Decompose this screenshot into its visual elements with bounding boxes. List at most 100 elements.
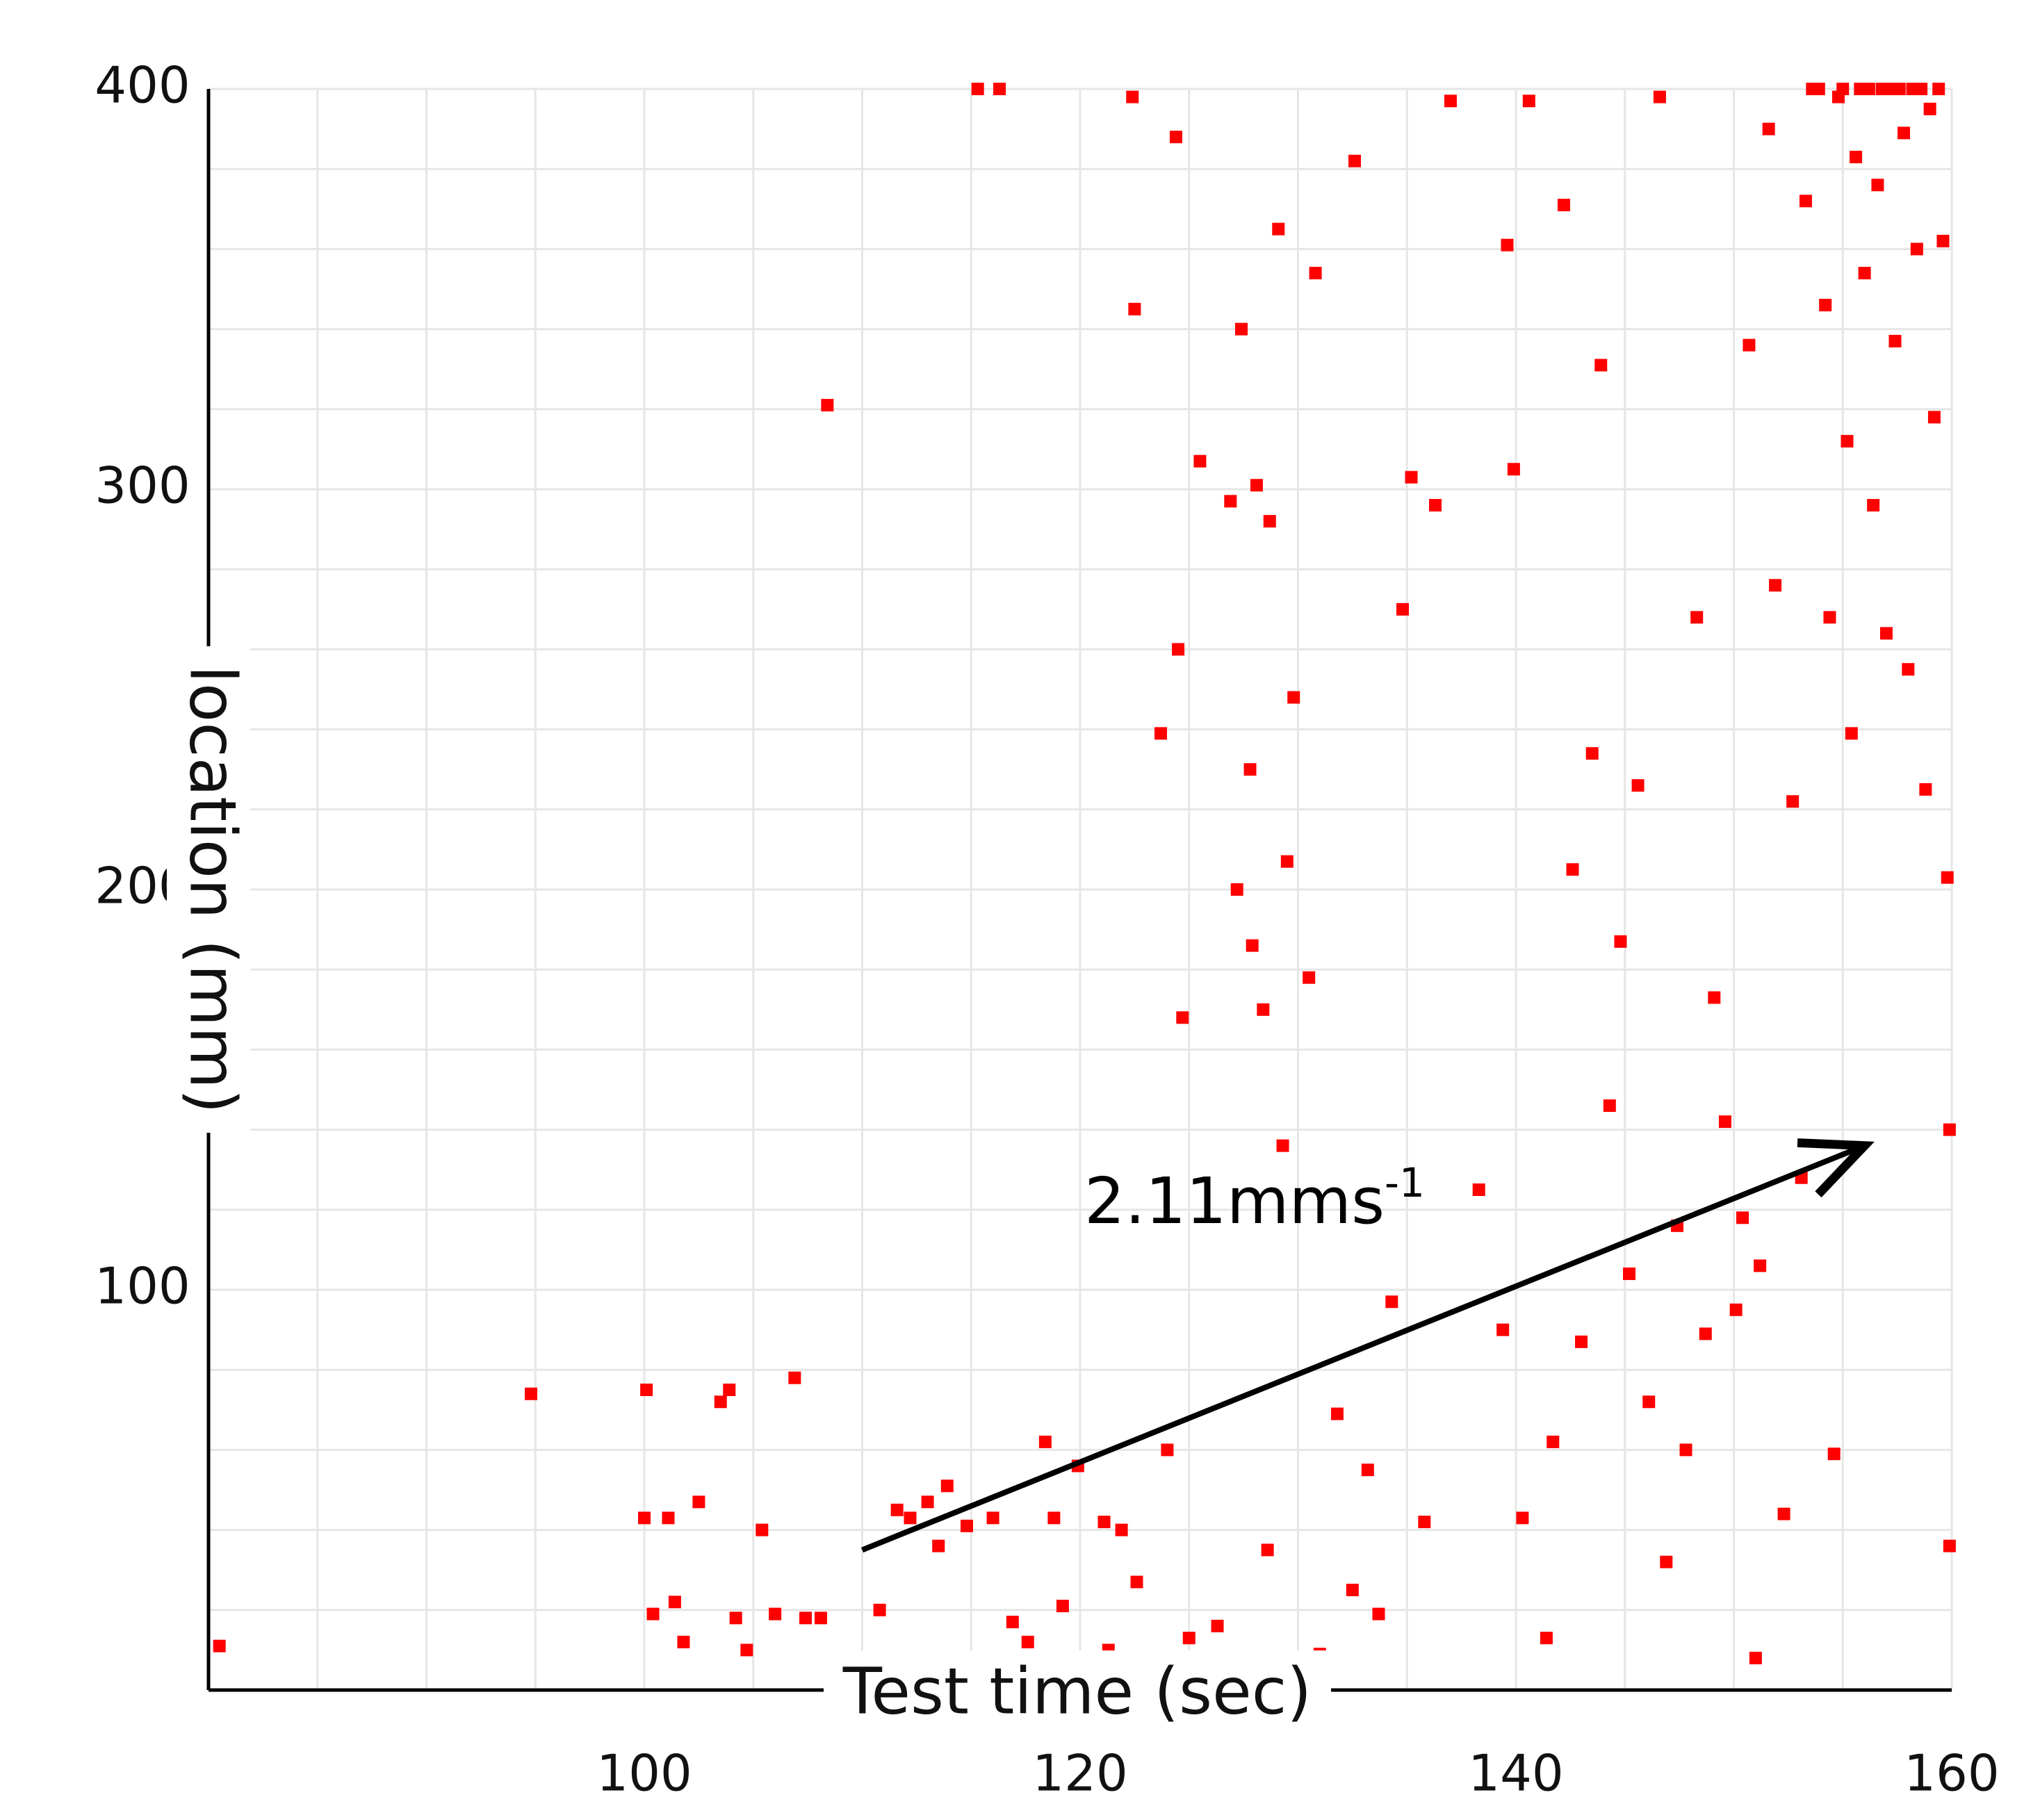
data-point: [1743, 338, 1756, 352]
data-point: [1594, 359, 1608, 372]
data-point: [814, 1612, 827, 1625]
data-point: [1361, 1464, 1374, 1477]
data-point: [1927, 411, 1941, 424]
data-point: [1845, 727, 1858, 740]
data-point: [638, 1511, 651, 1525]
y-tick-label: 100: [95, 1257, 190, 1315]
data-point: [1396, 602, 1409, 616]
data-point: [986, 1511, 999, 1525]
y-axis-title: location (mm): [176, 665, 250, 1113]
grid-lines: [209, 88, 1953, 1690]
data-point: [1418, 1516, 1431, 1529]
data-point: [1346, 1584, 1359, 1596]
data-point: [1126, 90, 1139, 104]
data-point: [1385, 1295, 1398, 1309]
data-point: [821, 399, 834, 412]
data-point: [1736, 1211, 1749, 1224]
y-tick-label: 300: [95, 457, 190, 515]
data-point: [890, 1503, 904, 1516]
data-point: [1941, 871, 1954, 884]
data-point: [873, 1603, 886, 1616]
data-point: [1718, 1115, 1731, 1129]
data-point: [1257, 1003, 1270, 1016]
data-point: [1172, 643, 1185, 656]
data-point: [1161, 1443, 1174, 1457]
data-point: [1038, 1435, 1052, 1448]
data-point: [1585, 747, 1599, 760]
data-point: [1246, 939, 1259, 952]
data-point: [646, 1607, 660, 1621]
data-point: [1372, 1607, 1385, 1621]
data-point: [1898, 126, 1911, 140]
data-point: [1614, 935, 1627, 948]
data-point: [1276, 1139, 1289, 1152]
x-axis-title-background: [824, 1650, 1331, 1730]
data-point: [1193, 454, 1207, 468]
data-point: [1943, 1539, 1956, 1552]
data-point: [213, 1639, 226, 1653]
x-tick-labels: 100 120 140 160: [596, 1744, 1999, 1803]
data-point: [1405, 470, 1418, 484]
data-point: [1769, 579, 1782, 592]
data-point: [971, 83, 984, 95]
data-point: [1642, 1395, 1656, 1409]
data-point: [921, 1495, 934, 1509]
data-point: [640, 1384, 653, 1396]
data-point: [1097, 1516, 1111, 1529]
y-axis-title-background: [167, 646, 250, 1133]
data-point: [1943, 1123, 1956, 1136]
data-point: [940, 1479, 954, 1493]
data-point: [1812, 83, 1825, 95]
data-point: [1888, 334, 1902, 347]
data-point: [1348, 154, 1362, 167]
data-point: [993, 83, 1006, 95]
data-point: [1679, 1443, 1692, 1457]
data-point: [1130, 1575, 1143, 1589]
data-point: [1272, 222, 1285, 236]
data-point: [1653, 90, 1666, 104]
data-point: [1176, 1011, 1189, 1024]
data-point: [1786, 795, 1800, 808]
data-point: [1429, 499, 1442, 512]
data-point: [1603, 1099, 1616, 1113]
data-point: [1263, 515, 1276, 528]
data-point: [1936, 234, 1950, 247]
data-point: [723, 1384, 736, 1396]
data-point: [668, 1596, 681, 1609]
data-point: [932, 1539, 945, 1552]
data-point: [1862, 83, 1875, 95]
x-axis-title: Test time (sec): [842, 1654, 1312, 1728]
data-point: [1871, 179, 1884, 192]
data-point: [1858, 266, 1871, 279]
data-point: [1690, 611, 1704, 624]
data-point: [1879, 627, 1893, 640]
data-point: [1893, 83, 1906, 95]
data-point: [1516, 1511, 1529, 1525]
data-point: [1836, 83, 1850, 95]
data-point: [740, 1643, 753, 1657]
data-point: [1444, 95, 1457, 108]
data-point: [756, 1523, 769, 1536]
data-point: [1224, 495, 1237, 508]
data-point: [714, 1395, 727, 1409]
data-point: [1211, 1619, 1224, 1632]
x-tick-label: 160: [1904, 1744, 1999, 1803]
data-point: [1522, 95, 1535, 108]
data-point: [662, 1511, 675, 1525]
data-point: [1841, 434, 1854, 448]
data-point: [1507, 463, 1520, 476]
data-point: [1623, 1267, 1636, 1280]
data-point: [692, 1495, 705, 1509]
data-point: [1056, 1600, 1069, 1613]
data-point: [904, 1511, 917, 1525]
x-tick-label: 140: [1468, 1744, 1563, 1803]
data-point: [1827, 1448, 1841, 1461]
data-point: [1230, 883, 1243, 896]
data-point: [1910, 243, 1923, 256]
x-tick-label: 120: [1032, 1744, 1127, 1803]
data-point: [1250, 479, 1263, 492]
data-point: [1021, 1635, 1034, 1648]
data-point: [1540, 1632, 1553, 1645]
